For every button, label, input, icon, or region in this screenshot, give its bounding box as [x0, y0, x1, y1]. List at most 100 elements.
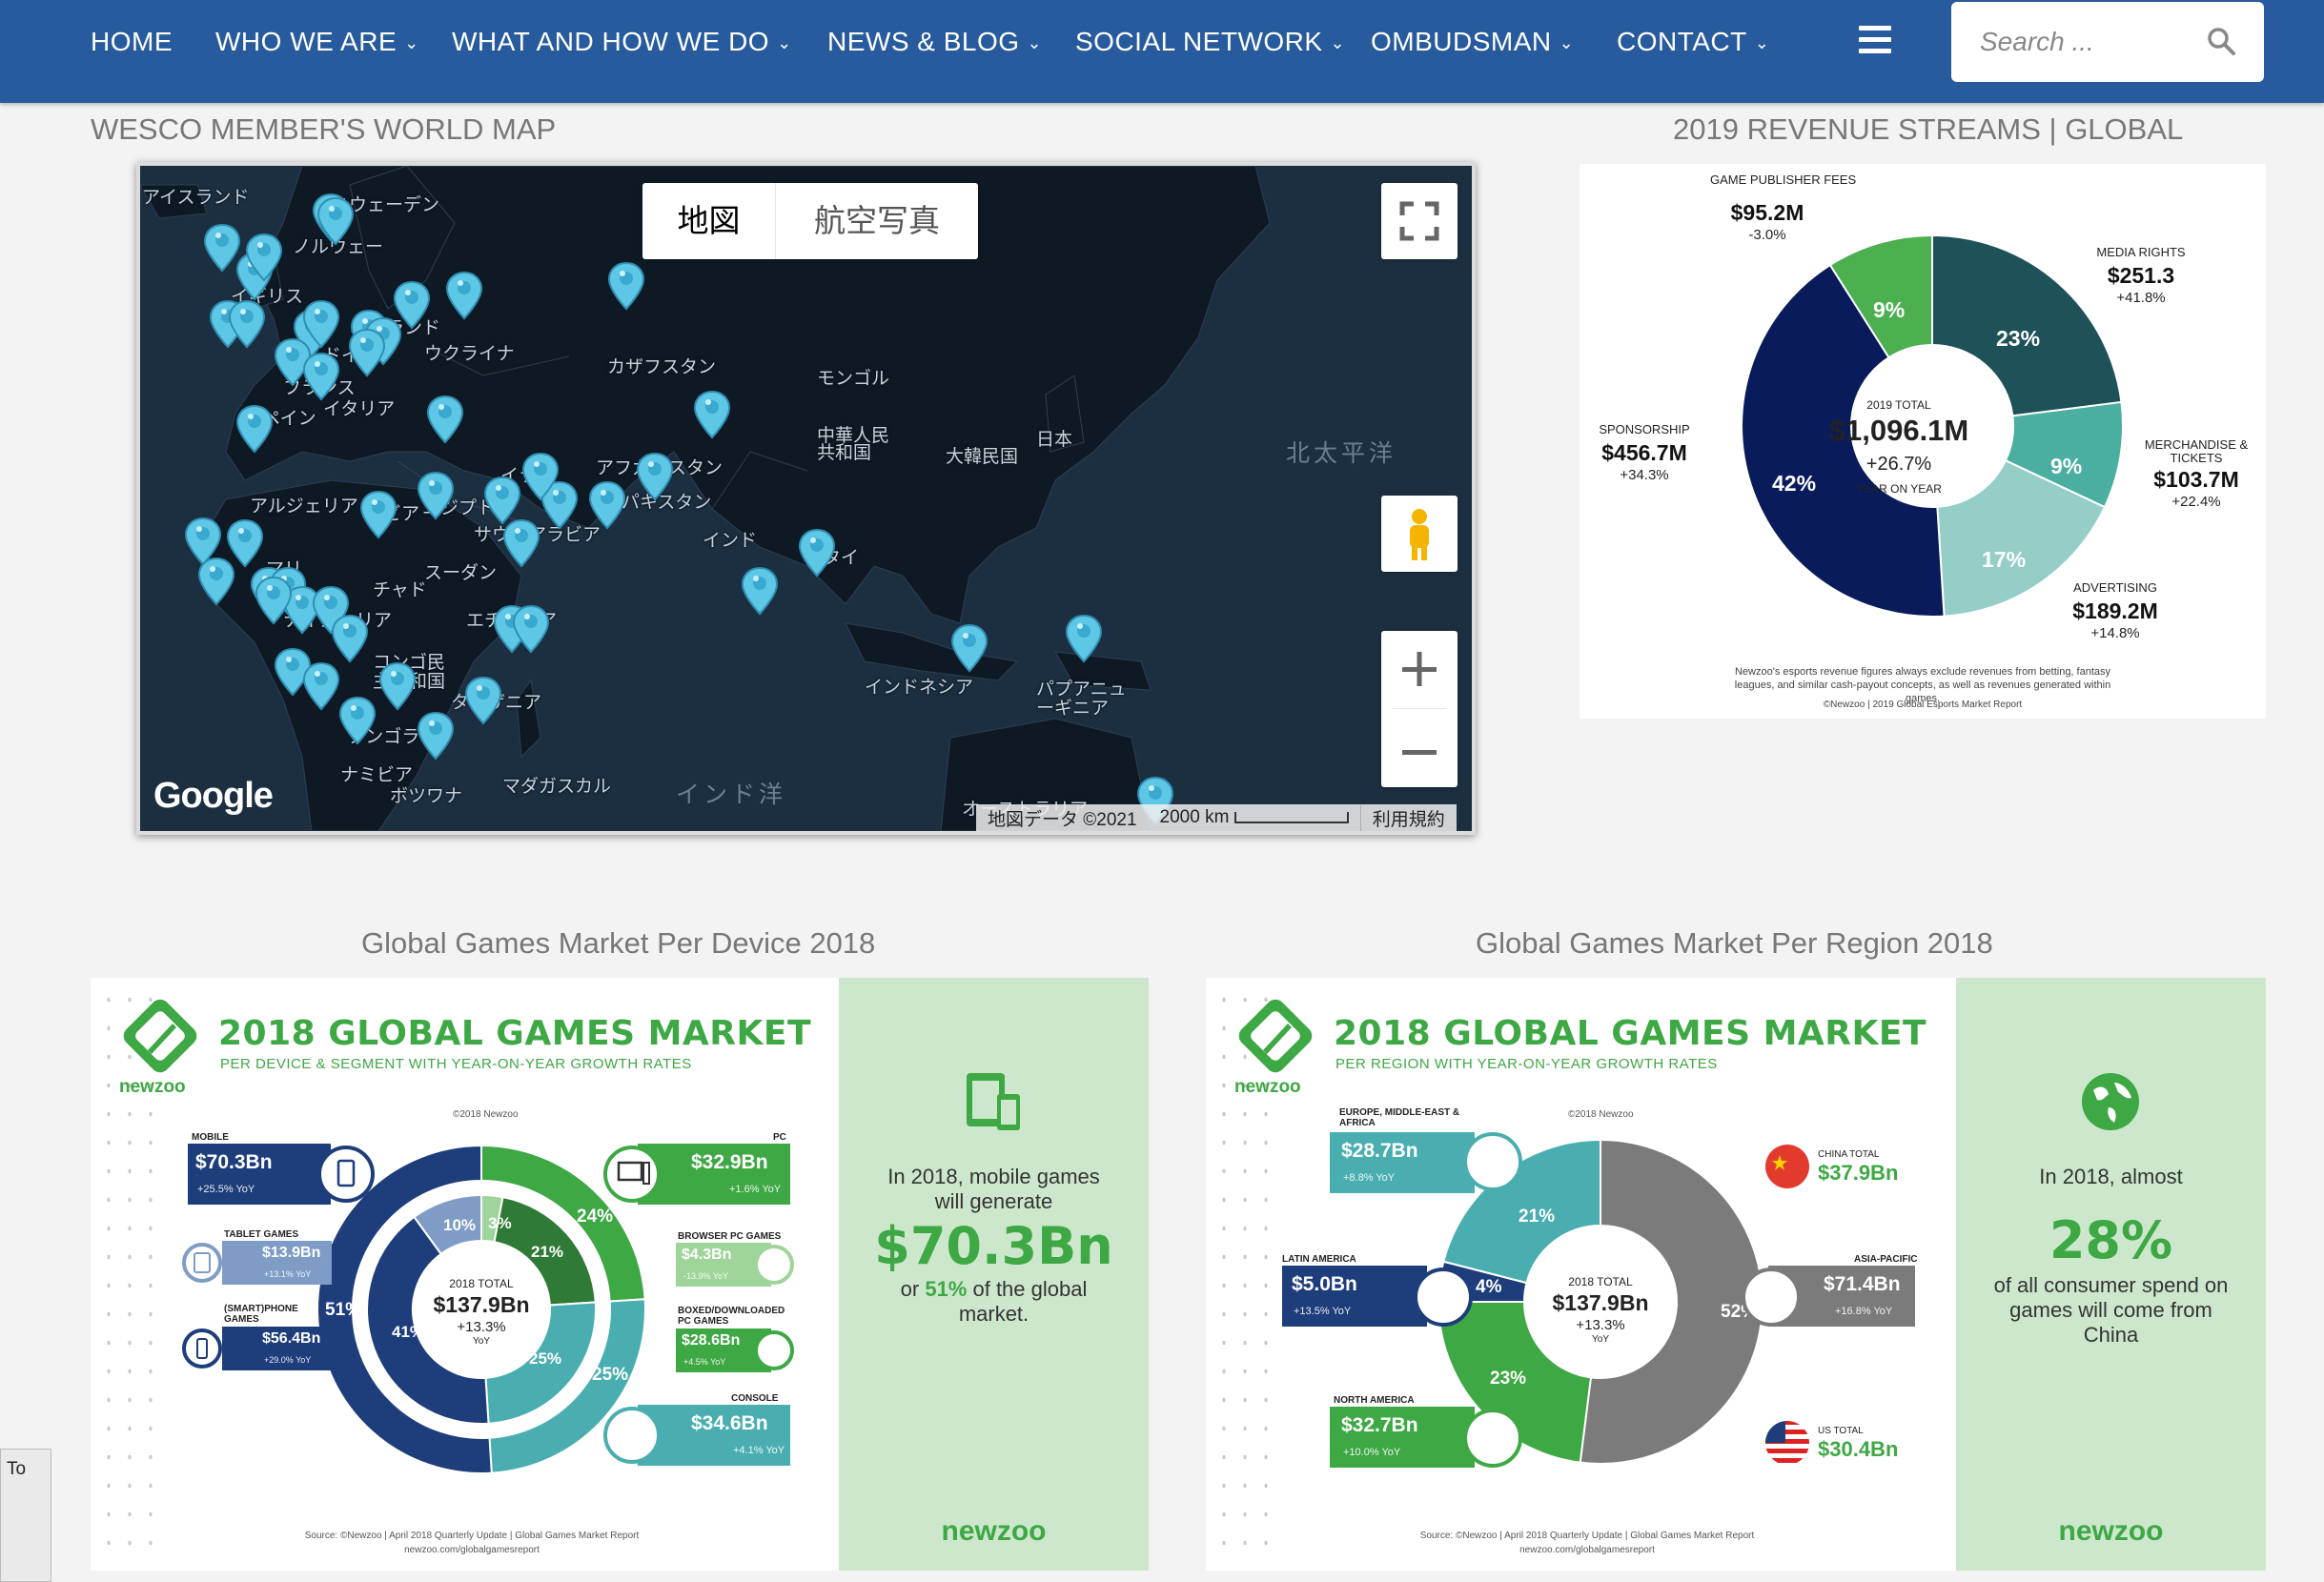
- europe-map-icon: [1463, 1132, 1522, 1191]
- slice-label-media: 23%: [1996, 326, 2041, 351]
- map-marker-pin[interactable]: [338, 696, 377, 745]
- map-marker-pin[interactable]: [184, 517, 222, 566]
- map-marker-pin[interactable]: [274, 337, 312, 387]
- ring-label-phone: 41%: [392, 1323, 425, 1341]
- map-marker-pin[interactable]: [331, 614, 369, 663]
- map-marker-pin[interactable]: [588, 480, 626, 530]
- map-marker-pin[interactable]: [378, 661, 417, 711]
- nav-news-blog[interactable]: NEWS & BLOG ⌄: [827, 0, 1042, 84]
- cap-console: CONSOLE: [731, 1393, 779, 1404]
- search-icon[interactable]: [2207, 27, 2235, 55]
- device-infographic: newzoo 2018 GLOBAL GAMES MARKET PER DEVI…: [91, 978, 1149, 1571]
- map-marker-pin[interactable]: [245, 233, 283, 282]
- map-marker-pin[interactable]: [1065, 614, 1103, 663]
- map-marker-pin[interactable]: [636, 452, 674, 501]
- map-type-map-button[interactable]: 地図: [642, 183, 776, 259]
- tag-growth: +13.1% YoY: [264, 1269, 312, 1279]
- map-marker-pin[interactable]: [483, 476, 521, 525]
- boxed-pc-icon: [754, 1330, 794, 1370]
- nav-home[interactable]: HOME: [91, 0, 173, 84]
- nav-social-network[interactable]: SOCIAL NETWORK ⌄: [1075, 0, 1345, 84]
- dev-center-yoy: YoY: [473, 1336, 490, 1347]
- map-marker-pin[interactable]: [393, 280, 431, 330]
- map-marker-pin[interactable]: [302, 352, 340, 401]
- rv-value-media: $251.3: [2107, 263, 2175, 288]
- device-outer-slice-2: [316, 1144, 493, 1474]
- dev-center-value: $137.9Bn: [433, 1292, 530, 1317]
- map-marker-pin[interactable]: [426, 395, 464, 444]
- map-type-satellite-button[interactable]: 航空写真: [814, 203, 940, 238]
- map-marker-pin[interactable]: [417, 471, 455, 520]
- map-marker-pin[interactable]: [274, 647, 312, 697]
- world-map[interactable]: 北太平洋 インド洋 アイスランド スウェーデン ノルウェー イギリス ポーランド…: [136, 162, 1476, 835]
- map-marker-pin[interactable]: [464, 676, 502, 725]
- newzoo-logo-icon: [123, 999, 197, 1073]
- map-marker-pin[interactable]: [445, 271, 483, 320]
- tag-emea: $28.7Bn +8.8% YoY: [1330, 1132, 1475, 1193]
- device-side-big: $70.3Bn: [874, 1216, 1113, 1276]
- dots-decoration: [1213, 985, 1271, 1548]
- rv-center-growth-caption: YEAR ON YEAR: [1856, 482, 1942, 496]
- device-infographic-subtitle: PER DEVICE & SEGMENT WITH YEAR-ON-YEAR G…: [220, 1056, 692, 1072]
- nav-what-and-how[interactable]: WHAT AND HOW WE DO ⌄: [452, 0, 792, 84]
- map-marker-pin[interactable]: [235, 404, 274, 454]
- nav-label: CONTACT: [1617, 27, 1747, 56]
- rv-value-sponsor: $456.7M: [1601, 440, 1687, 465]
- corner-widget[interactable]: To: [0, 1449, 51, 1582]
- map-marker-pin[interactable]: [302, 299, 340, 349]
- device-inner-slice-3: [366, 1215, 490, 1425]
- map-marker-pin[interactable]: [228, 299, 266, 349]
- map-marker-pin[interactable]: [302, 661, 340, 711]
- map-label-north-pacific: 北太平洋: [1286, 440, 1397, 467]
- latam-map-icon: [1414, 1268, 1473, 1327]
- map-marker-pin[interactable]: [359, 490, 398, 539]
- map-label-country: チャド: [373, 580, 427, 600]
- zoom-out-icon[interactable]: [1381, 714, 1458, 792]
- street-view-button[interactable]: [1381, 496, 1458, 572]
- ring-label-boxed: 21%: [531, 1243, 564, 1261]
- map-label-country: アルジェリア: [250, 497, 358, 517]
- device-donut-chart: [316, 1144, 646, 1474]
- nav-who-we-are[interactable]: WHO WE ARE ⌄: [215, 0, 419, 84]
- slice-label-adv: 17%: [1982, 547, 2027, 572]
- map-marker-pin[interactable]: [693, 390, 731, 439]
- zoom-in-icon[interactable]: [1381, 631, 1458, 709]
- map-label-country: カザフスタン: [607, 357, 717, 377]
- nav-contact[interactable]: CONTACT ⌄: [1617, 0, 1769, 84]
- map-marker-pin[interactable]: [512, 604, 550, 654]
- china-flag-icon: [1765, 1145, 1809, 1188]
- device-side-panel: In 2018, mobile games will generate $70.…: [839, 978, 1149, 1571]
- menu-icon[interactable]: [1859, 26, 1891, 54]
- map-marker-pin[interactable]: [197, 557, 235, 606]
- tag-growth: +13.5% YoY: [1294, 1306, 1352, 1317]
- cap-tablet: TABLET GAMES: [224, 1229, 299, 1240]
- tag-value: $71.4Bn: [1824, 1273, 1901, 1295]
- us-caption: US TOTAL: [1818, 1426, 1864, 1436]
- map-terms-link[interactable]: 利用規約: [1359, 804, 1457, 831]
- region-source: Source: ©Newzoo | April 2018 Quarterly U…: [1419, 1531, 1755, 1541]
- region-side-brand: newzoo: [2058, 1515, 2164, 1547]
- map-marker-pin[interactable]: [741, 566, 779, 616]
- map-marker-pin[interactable]: [502, 518, 540, 568]
- map-marker-pin[interactable]: [521, 452, 560, 501]
- chevron-down-icon: ⌄: [1027, 33, 1043, 52]
- search-input[interactable]: [1980, 23, 2199, 61]
- reg-center-value: $137.9Bn: [1552, 1290, 1649, 1315]
- map-marker-pin[interactable]: [348, 328, 386, 377]
- map-marker-pin[interactable]: [950, 623, 989, 673]
- map-marker-pin[interactable]: [226, 518, 264, 568]
- device-section-title: Global Games Market Per Device 2018: [361, 926, 876, 960]
- map-marker-pin[interactable]: [316, 196, 355, 246]
- map-marker-pin[interactable]: [417, 711, 455, 761]
- map-marker-pin[interactable]: [607, 261, 645, 311]
- chevron-down-icon: ⌄: [1330, 33, 1346, 52]
- map-marker-pin[interactable]: [798, 528, 836, 578]
- rv-growth-media: +41.8%: [2116, 290, 2166, 306]
- map-marker-pin[interactable]: [255, 576, 293, 625]
- map-land: [140, 166, 1271, 831]
- console-icon: [603, 1407, 661, 1464]
- map-marker-pin[interactable]: [203, 223, 241, 273]
- nav-ombudsman[interactable]: OMBUDSMAN ⌄: [1371, 0, 1574, 84]
- map-label-country: ボツワナ: [390, 786, 463, 806]
- fullscreen-button[interactable]: [1381, 183, 1458, 259]
